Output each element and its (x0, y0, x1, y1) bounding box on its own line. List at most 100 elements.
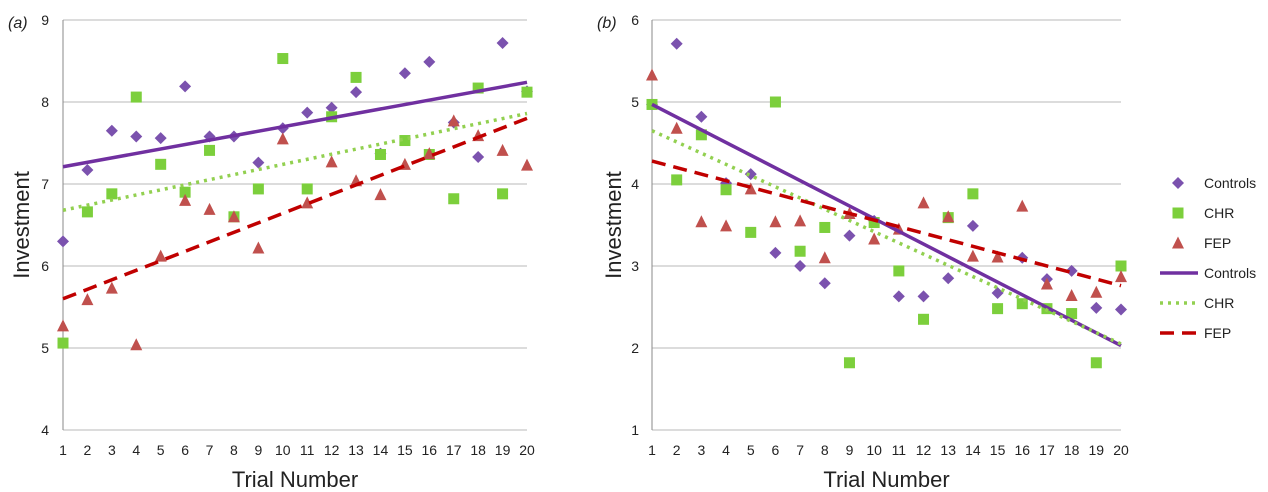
chr-point (819, 221, 831, 233)
x-tick-label: 8 (821, 442, 829, 458)
fep-point (301, 196, 314, 209)
chr-point (106, 188, 118, 200)
x-tick-label: 20 (1113, 442, 1129, 458)
controls-point (301, 106, 314, 119)
controls-point (350, 86, 363, 99)
fep-point (447, 114, 460, 127)
chr-point (81, 206, 93, 218)
controls-point (105, 124, 118, 137)
x-tick-label: 6 (181, 442, 189, 458)
fep-point (1115, 270, 1127, 283)
controls-point (472, 150, 485, 163)
chr-point (967, 188, 979, 200)
chr-point (301, 183, 313, 195)
controls-point (1115, 303, 1127, 316)
y-tick-label: 9 (41, 12, 49, 28)
fep-point (496, 143, 509, 156)
legend-square-marker (1172, 207, 1184, 219)
chr-point (399, 135, 411, 147)
y-axis-title: Investment (601, 171, 626, 279)
x-tick-label: 13 (940, 442, 956, 458)
y-tick-label: 7 (41, 176, 49, 192)
x-tick-label: 17 (1039, 442, 1055, 458)
chr-point (277, 53, 289, 65)
controls-point (744, 168, 757, 181)
fep-point (252, 241, 265, 254)
controls-point (1090, 301, 1103, 314)
x-tick-label: 8 (230, 442, 238, 458)
x-tick-label: 18 (470, 442, 486, 458)
chr-point (868, 217, 880, 229)
series-controls (646, 37, 1127, 316)
chr-point (179, 186, 191, 198)
chr-point (350, 71, 362, 83)
x-tick-label: 18 (1064, 442, 1080, 458)
chr-point (843, 357, 855, 369)
controls-point (818, 277, 831, 290)
x-tick-label: 5 (747, 442, 755, 458)
x-tick-label: 2 (84, 442, 92, 458)
legend-label: CHR (1204, 205, 1234, 221)
fep-point (720, 219, 733, 232)
panel-label: (a) (8, 15, 28, 32)
fep-point (423, 147, 436, 160)
controls-point (843, 229, 856, 242)
chr-trendline (651, 129, 1122, 346)
legend-triangle-marker (1172, 236, 1184, 249)
x-tick-label: 10 (866, 442, 882, 458)
chr-point (57, 337, 69, 349)
chr-point (1016, 298, 1028, 310)
x-tick-label: 4 (132, 442, 140, 458)
chr-point (252, 183, 264, 195)
x-tick-label: 20 (519, 442, 535, 458)
fep-point (1065, 289, 1078, 302)
fep-point (521, 158, 533, 171)
chr-point (374, 148, 386, 160)
x-tick-label: 1 (648, 442, 656, 458)
controls-point (496, 36, 509, 49)
legend-diamond-marker (1172, 177, 1184, 189)
chr-point (155, 158, 167, 170)
controls-point (769, 246, 782, 259)
legend-label: FEP (1204, 235, 1231, 251)
chr-point (695, 129, 707, 141)
x-tick-label: 2 (673, 442, 681, 458)
fep-point (57, 319, 69, 332)
controls-point (966, 219, 979, 232)
y-tick-label: 3 (631, 258, 639, 274)
x-tick-label: 3 (108, 442, 116, 458)
chr-point (918, 313, 930, 325)
fep-point (179, 193, 192, 206)
controls-point (398, 67, 411, 80)
y-tick-label: 8 (41, 94, 49, 110)
fep-trendline (651, 159, 1122, 288)
controls-point (325, 101, 338, 114)
x-tick-label: 5 (157, 442, 165, 458)
controls-point (695, 110, 708, 123)
controls-point (991, 287, 1004, 300)
controls-point (942, 272, 955, 285)
y-tick-label: 5 (41, 340, 49, 356)
series-chr (57, 53, 533, 349)
x-axis-title: Trial Number (823, 467, 949, 492)
chr-point (204, 144, 216, 156)
x-tick-label: 14 (965, 442, 981, 458)
y-axis-title: Investment (9, 171, 34, 279)
controls-point (81, 164, 94, 177)
fep-point (868, 232, 881, 245)
fep-point (942, 210, 955, 223)
legend-label: Controls (1204, 265, 1256, 281)
fep-point (818, 251, 831, 264)
controls-trendline (62, 80, 528, 169)
controls-point (154, 132, 167, 145)
y-tick-label: 1 (631, 422, 639, 438)
x-tick-label: 11 (892, 442, 907, 458)
chr-point (745, 226, 757, 238)
chr-point (130, 91, 142, 103)
series-fep (57, 114, 533, 351)
y-tick-label: 6 (631, 12, 639, 28)
fep-point (325, 155, 338, 168)
y-tick-label: 5 (631, 94, 639, 110)
